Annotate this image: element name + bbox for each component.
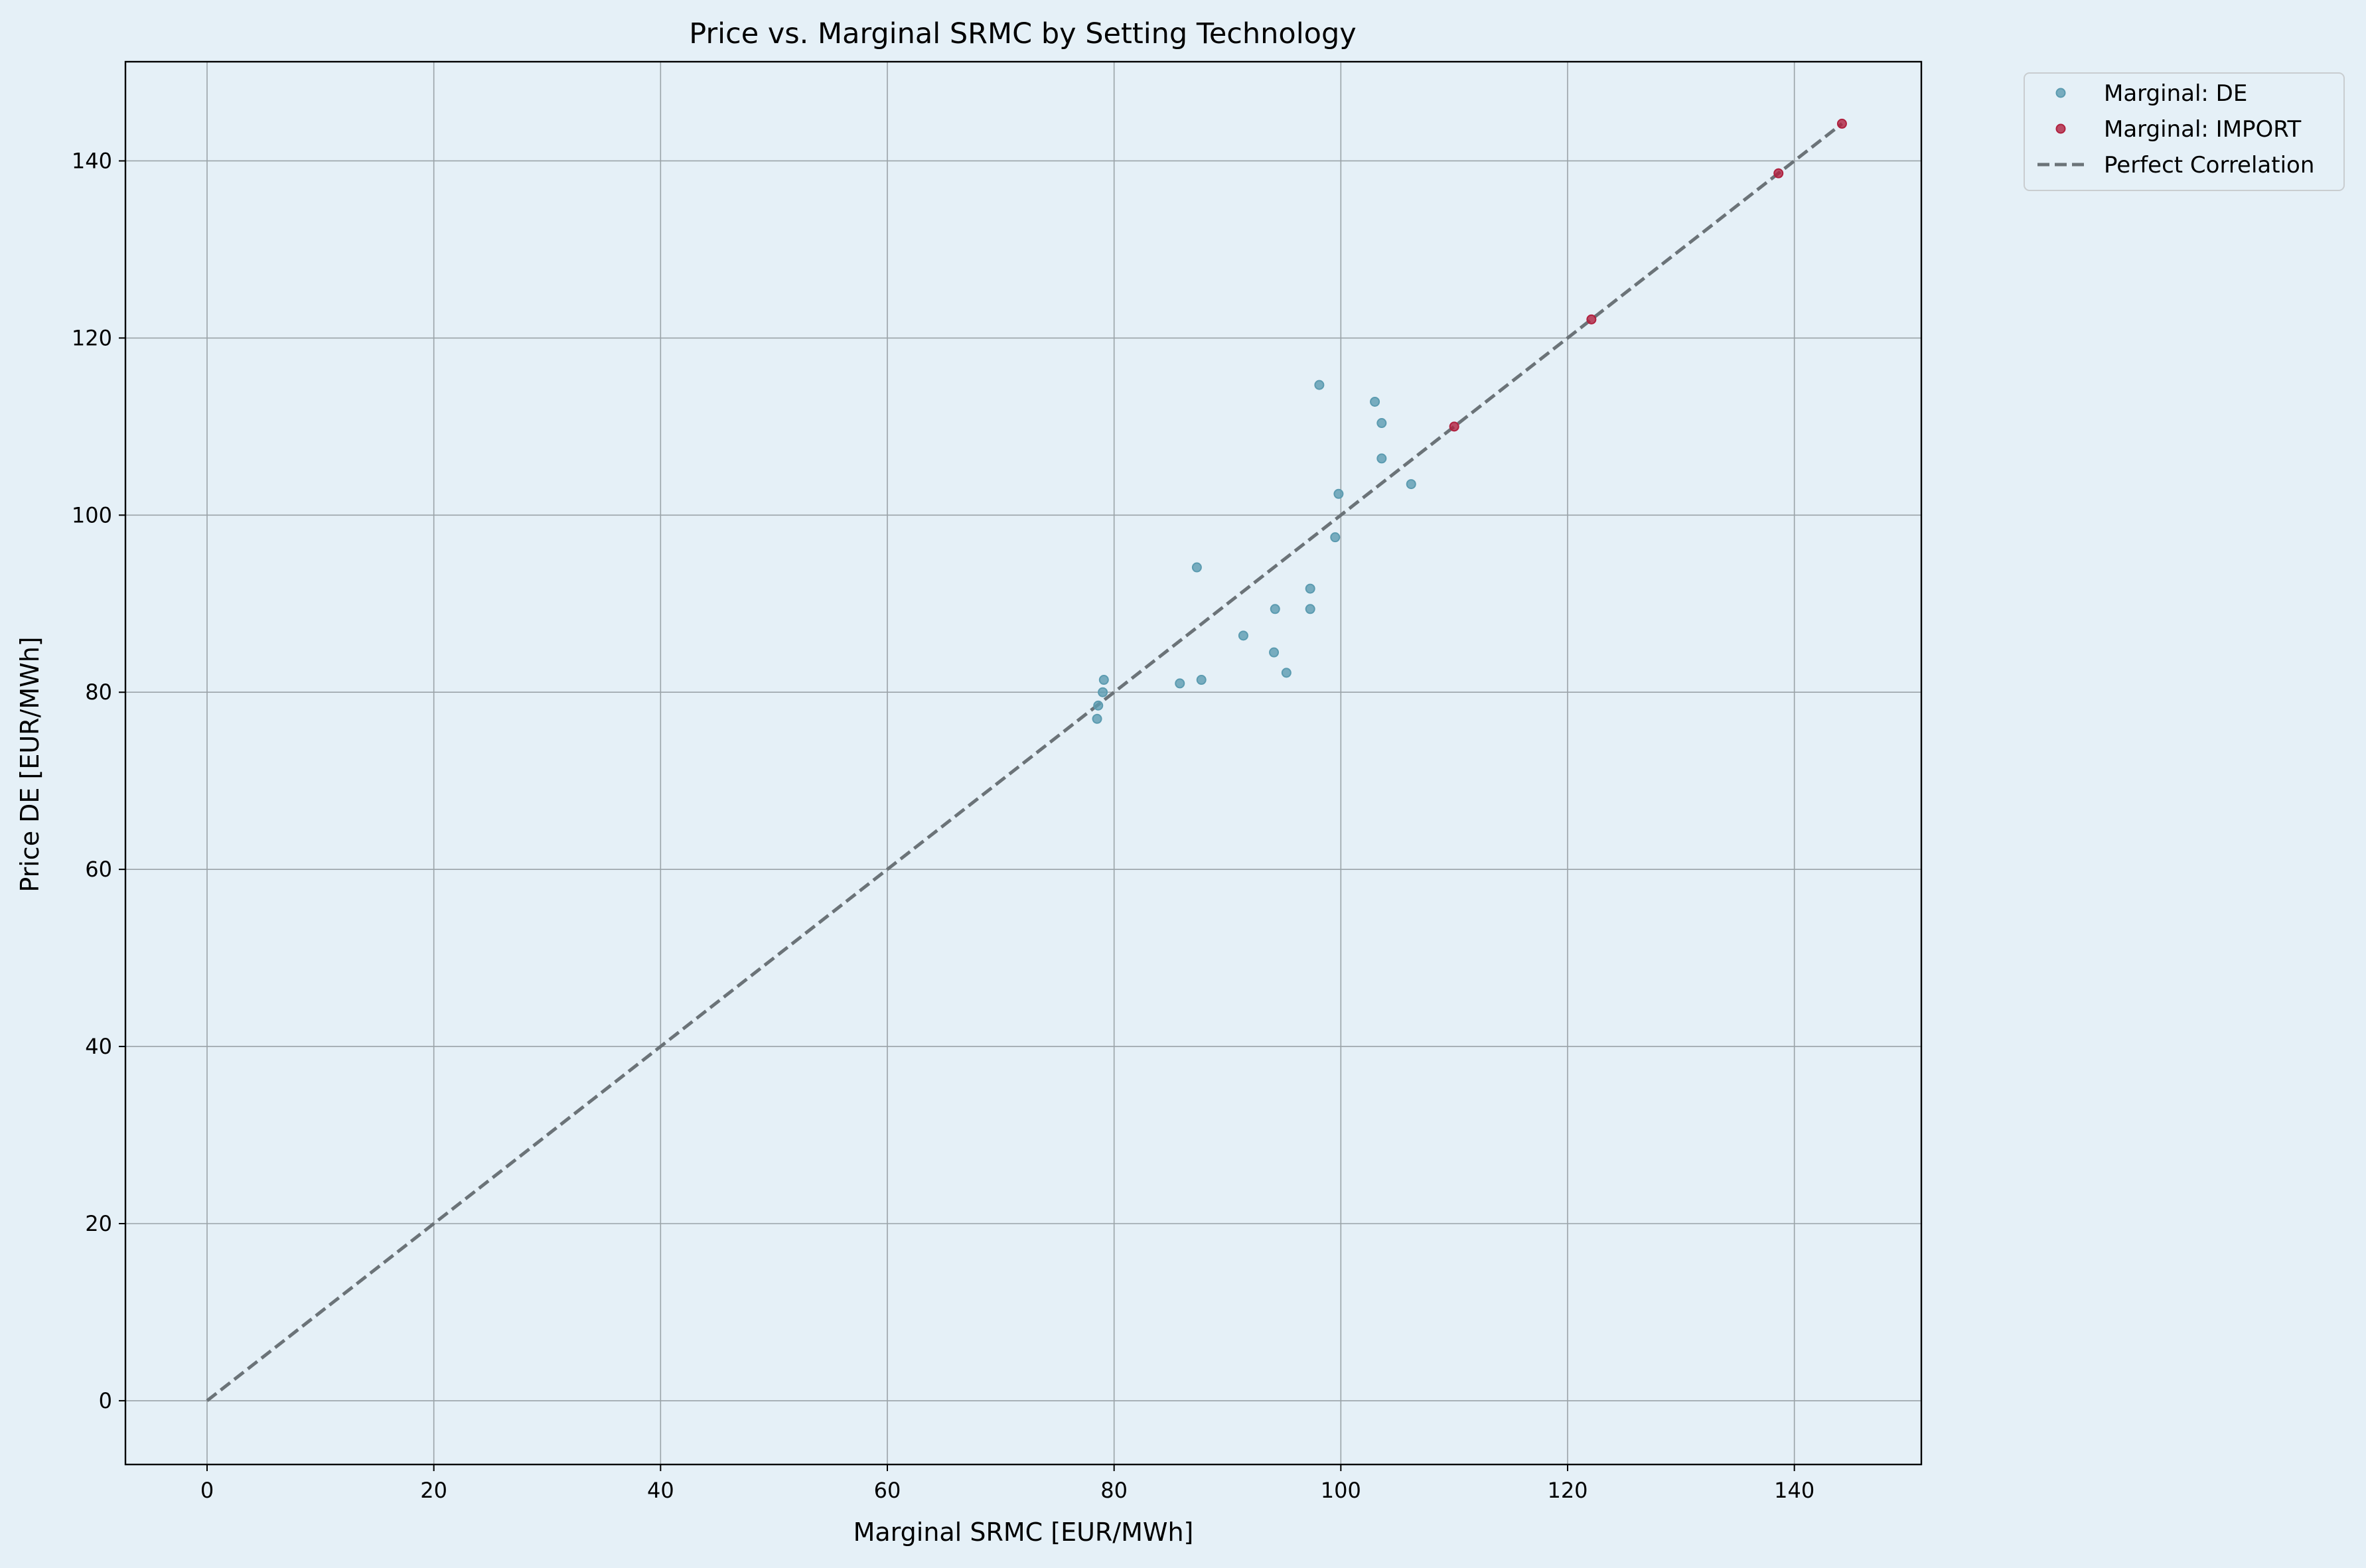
- x-axis-label: Marginal SRMC [EUR/MWh]: [853, 1518, 1194, 1547]
- scatter-point-de: [1314, 380, 1325, 390]
- scatter-point-de: [1305, 583, 1315, 594]
- scatter-point-import: [1586, 314, 1597, 324]
- x-tick-label: 20: [420, 1478, 447, 1503]
- scatter-point-de: [1196, 675, 1207, 685]
- x-tick-label: 140: [1774, 1478, 1814, 1503]
- legend-label: Marginal: IMPORT: [2104, 116, 2301, 143]
- perfect-correlation-line: [206, 122, 1843, 1402]
- legend-marker: [2055, 88, 2066, 98]
- chart-title: Price vs. Marginal SRMC by Setting Techn…: [689, 17, 1356, 50]
- y-axis-label: Price DE [EUR/MWh]: [15, 636, 44, 892]
- legend-marker: [2055, 123, 2066, 134]
- y-tick-label: 100: [72, 502, 112, 528]
- scatter-point-de: [1270, 604, 1280, 614]
- scatter-point-import: [1449, 421, 1459, 432]
- data-points: [1092, 118, 1847, 724]
- y-tick-label: 60: [85, 857, 112, 882]
- scatter-point-de: [1281, 668, 1292, 678]
- scatter-point-de: [1238, 630, 1248, 641]
- scatter-point-de: [1333, 488, 1344, 499]
- scatter-point-de: [1376, 418, 1387, 429]
- legend[interactable]: Marginal: DE Marginal: IMPORT Perfect Corr…: [2024, 72, 2345, 191]
- y-tick-label: 0: [99, 1388, 112, 1413]
- legend-box: [2024, 72, 2345, 191]
- scatter-point-de: [1406, 479, 1416, 490]
- plot-frame: [124, 60, 1923, 1466]
- x-tick-label: 100: [1321, 1478, 1361, 1503]
- scatter-point-de: [1093, 700, 1104, 711]
- legend-label: Marginal: DE: [2104, 80, 2247, 107]
- scatter-point-import: [1836, 118, 1847, 129]
- scatter-point-de: [1376, 453, 1387, 464]
- scatter-point-de: [1269, 647, 1280, 658]
- scatter-point-import: [1773, 168, 1784, 178]
- x-tick-label: 0: [200, 1478, 214, 1503]
- scatter-point-de: [1305, 604, 1315, 614]
- y-tick-label: 120: [72, 325, 112, 350]
- x-axis-ticks: 0 20 40 60 80 100 120 140: [200, 1464, 1814, 1503]
- grid: [125, 62, 1921, 1464]
- scatter-point-de: [1370, 396, 1380, 407]
- x-tick-label: 40: [647, 1478, 674, 1503]
- y-tick-label: 40: [85, 1034, 112, 1059]
- scatter-point-de: [1191, 562, 1202, 573]
- y-tick-label: 140: [72, 148, 112, 173]
- y-tick-label: 20: [85, 1211, 112, 1236]
- reference-line-layer: [206, 122, 1843, 1402]
- scatter-point-de: [1175, 678, 1185, 689]
- x-tick-label: 60: [874, 1478, 901, 1503]
- scatter-point-de: [1098, 687, 1108, 697]
- x-tick-label: 80: [1100, 1478, 1128, 1503]
- scatter-point-de: [1330, 532, 1341, 543]
- y-axis-ticks: 0 20 40 60 80 100 120 140: [72, 148, 125, 1413]
- y-tick-label: 80: [85, 679, 112, 705]
- x-tick-label: 120: [1547, 1478, 1588, 1503]
- scatter-point-de: [1098, 675, 1109, 685]
- legend-label: Perfect Correlation: [2104, 152, 2314, 178]
- scatter-point-de: [1092, 713, 1102, 724]
